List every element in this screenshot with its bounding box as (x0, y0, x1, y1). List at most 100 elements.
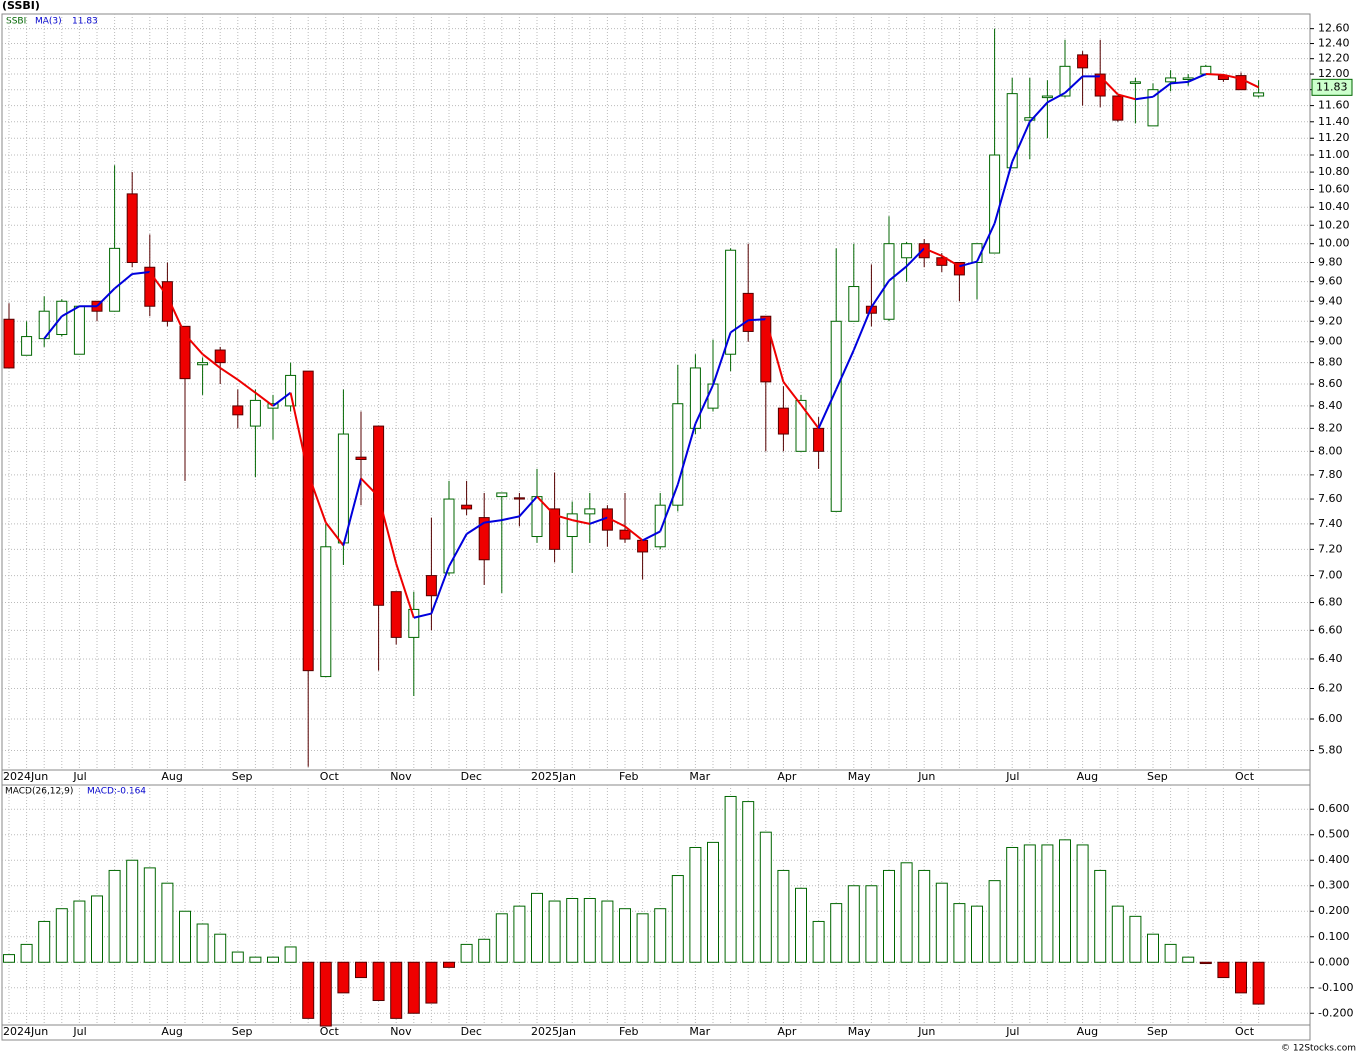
ma-segment (484, 519, 502, 524)
y-tick-label: 9.00 (1318, 335, 1343, 348)
candle-body (126, 193, 138, 263)
y-tick-label: 10.40 (1318, 200, 1350, 213)
y-tick-label: 6.60 (1318, 623, 1343, 636)
ma-segment (1011, 121, 1031, 163)
price-panel (1, 13, 1311, 771)
candle-body (109, 247, 121, 312)
x-tick-label: May (848, 1025, 871, 1038)
y-tick-label: 10.00 (1318, 237, 1350, 250)
macd-bar (971, 905, 983, 963)
last-value-label: 11.83 (1316, 80, 1348, 93)
ma-segment (676, 423, 697, 485)
y-tick-label: 12.20 (1318, 52, 1350, 65)
y-tick-label: 0.500 (1318, 828, 1350, 841)
macd-bar (355, 961, 367, 979)
x-tick-label: Oct (1235, 1025, 1255, 1038)
macd-bar (1023, 844, 1036, 963)
macd-bar (267, 956, 279, 963)
macd-bar (1217, 961, 1230, 979)
ma-segment (1170, 80, 1189, 85)
macd-bar (38, 920, 51, 963)
ma-segment (1223, 73, 1242, 80)
candle-body (1024, 117, 1036, 121)
ma-segment (870, 280, 890, 308)
candle-body (689, 367, 701, 429)
candle-body (3, 318, 15, 369)
macd-bar (302, 961, 315, 1019)
x-tick-label: Jul (1005, 1025, 1019, 1038)
y-tick-label: 7.60 (1318, 492, 1343, 505)
candle-body (56, 300, 68, 336)
y-tick-label: 7.80 (1318, 468, 1343, 481)
candle-body (760, 315, 772, 383)
ma-segment (642, 530, 661, 542)
candle-body (390, 591, 402, 638)
candle-body (1094, 73, 1106, 97)
x-tick-label: Feb (619, 770, 638, 783)
ma-segment (360, 477, 380, 498)
macd-bar (654, 908, 667, 963)
ma-segment (184, 333, 204, 355)
candle-body (619, 529, 631, 540)
macd-bar (407, 961, 420, 1014)
macd-bar (478, 938, 491, 963)
macd-bar (513, 905, 526, 963)
candle-body (707, 383, 719, 409)
candle-body (1235, 75, 1247, 91)
candle-body (1200, 65, 1212, 75)
macd-bar (73, 900, 86, 963)
ma-segment (993, 161, 1014, 224)
macd-bar (865, 885, 878, 963)
candle-body (21, 336, 33, 356)
ma-segment (325, 521, 345, 547)
candle-body (1077, 54, 1089, 69)
macd-bar (1094, 869, 1107, 963)
macd-bar (583, 897, 596, 963)
y-tick-label: 10.20 (1318, 218, 1350, 231)
y-tick-label: 12.00 (1318, 67, 1350, 80)
macd-bar (1147, 933, 1159, 963)
macd-bar (830, 903, 843, 963)
candle-body (777, 407, 789, 435)
ma-segment (430, 565, 450, 614)
candle-body (725, 249, 737, 355)
x-tick-label: Sep (1147, 770, 1168, 783)
y-tick-label: 7.00 (1318, 569, 1343, 582)
ma-segment (606, 516, 626, 528)
ma-segment (694, 384, 714, 425)
ma-segment (307, 473, 327, 523)
x-tick-label: Dec (461, 770, 482, 783)
ma-segment (166, 295, 186, 335)
candle-body (953, 261, 965, 276)
candle-body (654, 504, 666, 548)
y-tick-label: 6.40 (1318, 652, 1343, 665)
y-tick-label: 7.40 (1318, 517, 1343, 530)
candle-body (461, 504, 473, 510)
macd-bar (143, 867, 156, 963)
y-tick-label: 5.80 (1318, 744, 1343, 757)
last-value-box (1311, 78, 1353, 96)
candle-body (549, 508, 561, 550)
macd-bar (619, 908, 631, 963)
y-tick-label: 11.40 (1318, 115, 1350, 128)
ma-segment (1205, 73, 1224, 76)
ma-segment (289, 392, 310, 474)
macd-bar (548, 900, 561, 963)
macd-bar (1235, 961, 1247, 994)
ma-segment (272, 391, 292, 407)
macd-panel (1, 784, 1311, 1026)
y-tick-label: 9.40 (1318, 294, 1343, 307)
candle-body (1129, 81, 1141, 84)
macd-bar (935, 882, 948, 963)
candle-body (337, 433, 349, 544)
ma-segment (518, 495, 538, 518)
ma-segment (712, 332, 732, 386)
y-tick-label: 0.100 (1318, 930, 1350, 943)
symbol-label: SSBI (6, 17, 26, 27)
candle-body (1041, 95, 1053, 99)
ma-segment (905, 247, 925, 267)
y-tick-label: 8.60 (1318, 377, 1343, 390)
chart-title: (SSBI) (2, 0, 40, 12)
ma-segment (923, 247, 943, 257)
candle-body (795, 399, 807, 452)
